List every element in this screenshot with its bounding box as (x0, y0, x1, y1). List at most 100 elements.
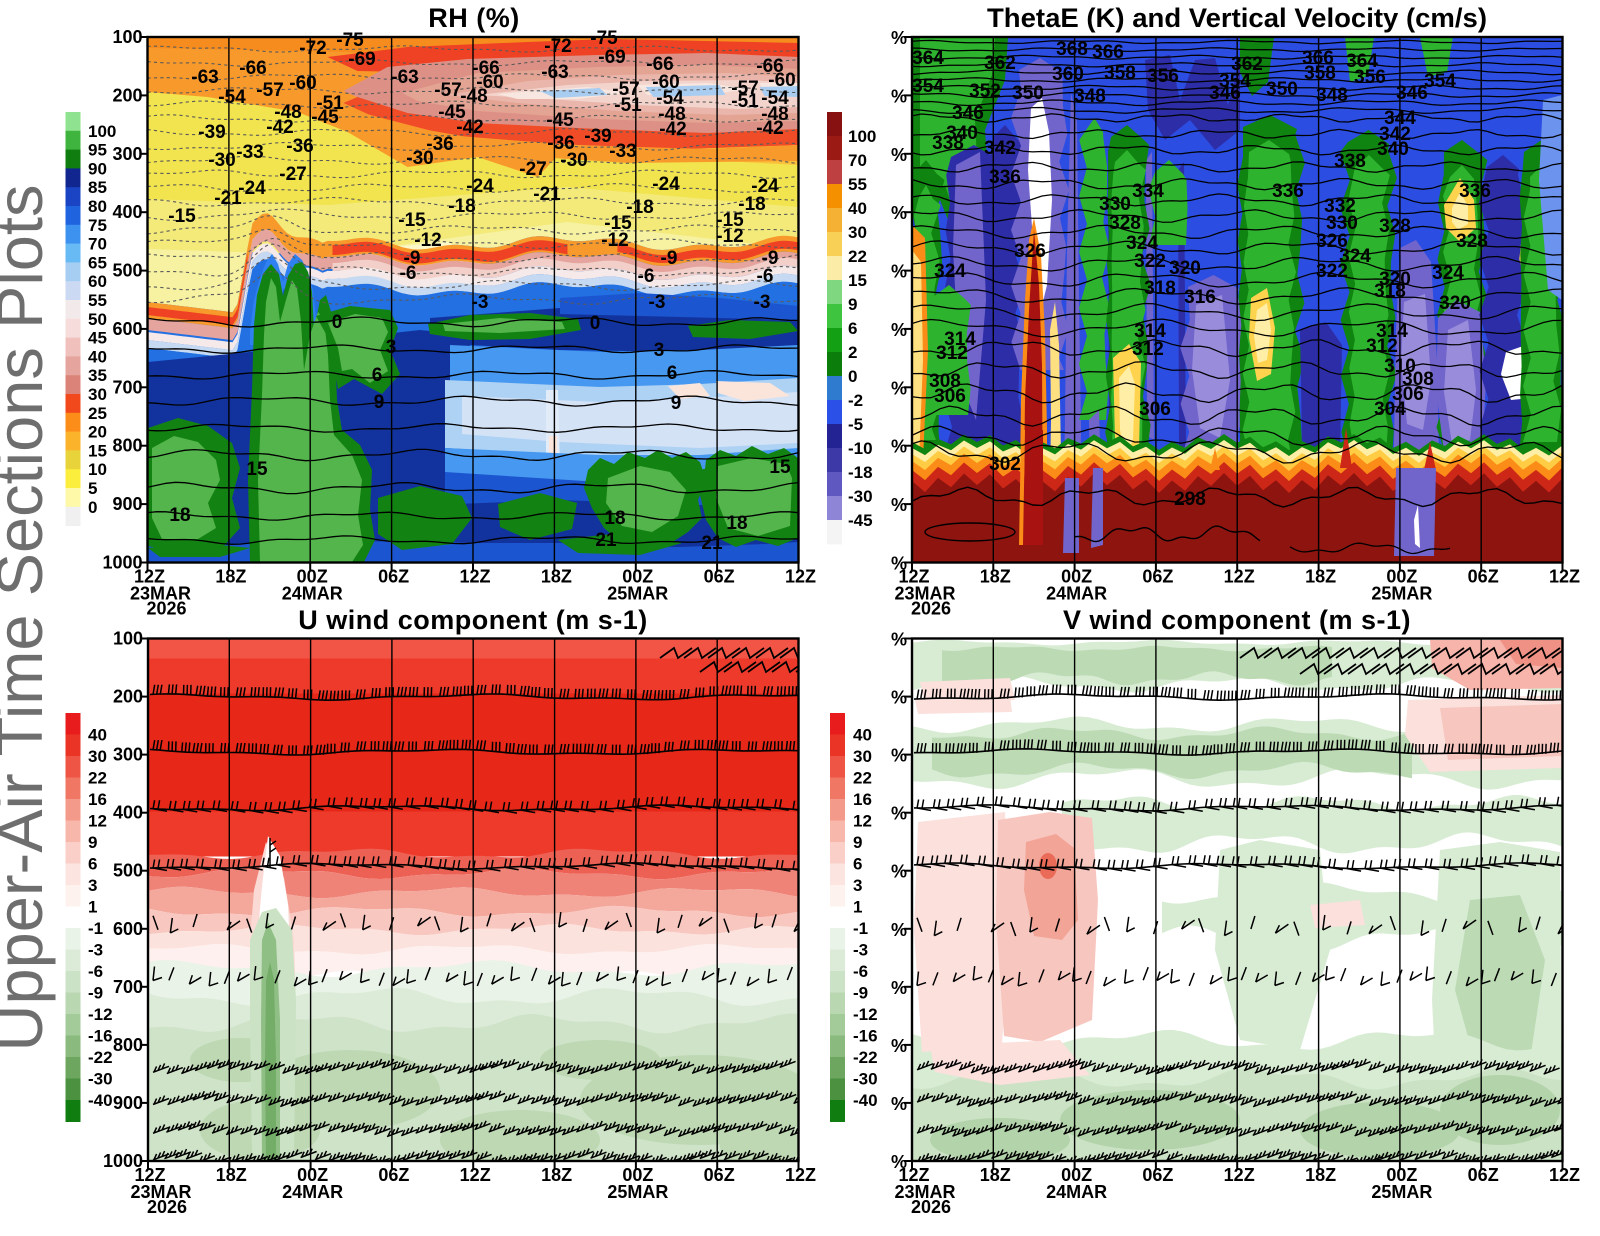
svg-text:-51: -51 (731, 91, 759, 112)
svg-text:18Z: 18Z (980, 567, 1011, 587)
svg-text:00Z: 00Z (297, 1165, 328, 1185)
svg-text:75: 75 (88, 216, 107, 235)
svg-text:-75: -75 (336, 30, 364, 51)
svg-text:366: 366 (1092, 42, 1124, 63)
svg-text:30: 30 (848, 223, 867, 242)
svg-text:6: 6 (88, 855, 97, 874)
svg-text:-51: -51 (316, 93, 344, 114)
svg-text:18Z: 18Z (1305, 1165, 1336, 1185)
svg-text:348: 348 (1316, 85, 1348, 106)
svg-text:-3: -3 (472, 292, 489, 313)
svg-text:%: % (891, 554, 907, 574)
svg-text:-9: -9 (661, 248, 678, 269)
svg-text:50: 50 (88, 310, 107, 329)
svg-text:324: 324 (1126, 233, 1158, 254)
svg-text:324: 324 (934, 261, 966, 282)
svg-text:100: 100 (113, 629, 143, 649)
svg-text:-30: -30 (848, 487, 873, 506)
svg-text:-6: -6 (757, 266, 774, 287)
svg-text:%: % (891, 746, 907, 766)
svg-text:-60: -60 (652, 72, 679, 93)
svg-text:0: 0 (848, 367, 857, 386)
svg-text:-39: -39 (198, 122, 225, 143)
svg-text:400: 400 (112, 202, 142, 222)
svg-text:-66: -66 (472, 58, 499, 79)
svg-text:00Z: 00Z (1061, 1165, 1092, 1185)
svg-text:35: 35 (88, 366, 107, 385)
svg-text:-30: -30 (560, 150, 587, 171)
svg-text:-57: -57 (612, 79, 639, 100)
svg-text:2026: 2026 (147, 1197, 187, 1217)
svg-text:-33: -33 (236, 142, 263, 163)
svg-text:306: 306 (934, 386, 966, 407)
svg-text:06Z: 06Z (1468, 567, 1499, 587)
svg-text:312: 312 (1366, 336, 1398, 357)
svg-text:10: 10 (88, 460, 107, 479)
svg-text:356: 356 (1147, 66, 1179, 87)
svg-text:23MAR: 23MAR (894, 584, 955, 604)
svg-text:24MAR: 24MAR (282, 584, 343, 604)
svg-text:06Z: 06Z (1142, 567, 1173, 587)
svg-text:18: 18 (726, 513, 747, 534)
svg-text:18Z: 18Z (216, 1165, 247, 1185)
svg-text:342: 342 (1379, 124, 1411, 145)
svg-text:80: 80 (88, 197, 107, 216)
svg-text:%: % (891, 28, 907, 48)
svg-text:0: 0 (88, 498, 97, 517)
svg-text:322: 322 (1134, 251, 1166, 272)
svg-text:%: % (891, 804, 907, 824)
svg-text:0: 0 (590, 313, 601, 334)
svg-text:700: 700 (112, 377, 142, 397)
svg-text:-12: -12 (716, 226, 743, 247)
svg-text:3: 3 (853, 876, 862, 895)
svg-text:15: 15 (769, 457, 791, 478)
svg-text:354: 354 (912, 76, 944, 97)
svg-text:324: 324 (1339, 246, 1371, 267)
svg-text:340: 340 (1377, 139, 1409, 160)
svg-text:-48: -48 (658, 104, 685, 125)
svg-text:328: 328 (1456, 231, 1488, 252)
svg-text:-27: -27 (519, 159, 546, 180)
svg-text:-42: -42 (756, 118, 783, 139)
svg-text:24MAR: 24MAR (1046, 584, 1107, 604)
svg-text:-6: -6 (853, 962, 868, 981)
svg-text:1000: 1000 (103, 1151, 143, 1171)
svg-text:314: 314 (944, 329, 976, 350)
svg-text:30: 30 (853, 747, 872, 766)
svg-text:22: 22 (88, 769, 107, 788)
svg-text:-40: -40 (853, 1091, 878, 1110)
svg-text:-51: -51 (614, 95, 642, 116)
svg-text:-60: -60 (476, 72, 503, 93)
svg-text:-27: -27 (279, 164, 306, 185)
svg-text:21: 21 (701, 533, 723, 554)
svg-text:6: 6 (667, 363, 678, 384)
svg-text:346: 346 (1396, 83, 1428, 104)
svg-text:12Z: 12Z (134, 567, 165, 587)
svg-text:338: 338 (932, 133, 964, 154)
svg-text:-3: -3 (649, 292, 666, 313)
svg-text:1: 1 (853, 898, 862, 917)
svg-text:06Z: 06Z (704, 1165, 735, 1185)
svg-text:55: 55 (88, 291, 107, 310)
svg-text:%: % (891, 437, 907, 457)
svg-text:-66: -66 (756, 56, 783, 77)
svg-text:-54: -54 (218, 87, 246, 108)
svg-text:300: 300 (112, 144, 142, 164)
svg-text:-15: -15 (716, 210, 744, 231)
svg-text:3: 3 (88, 876, 97, 895)
svg-text:30: 30 (88, 385, 107, 404)
svg-text:22: 22 (848, 247, 867, 266)
svg-text:200: 200 (112, 85, 142, 105)
svg-text:70: 70 (88, 235, 107, 254)
svg-text:00Z: 00Z (1386, 1165, 1417, 1185)
svg-text:%: % (891, 630, 907, 650)
svg-text:368: 368 (1056, 39, 1088, 60)
svg-text:-16: -16 (853, 1027, 878, 1046)
svg-text:12Z: 12Z (785, 1165, 816, 1185)
svg-text:15: 15 (88, 441, 107, 460)
svg-text:%: % (891, 495, 907, 515)
svg-text:200: 200 (113, 687, 143, 707)
svg-text:-48: -48 (761, 104, 788, 125)
svg-text:%: % (891, 862, 907, 882)
svg-text:-5: -5 (848, 415, 863, 434)
